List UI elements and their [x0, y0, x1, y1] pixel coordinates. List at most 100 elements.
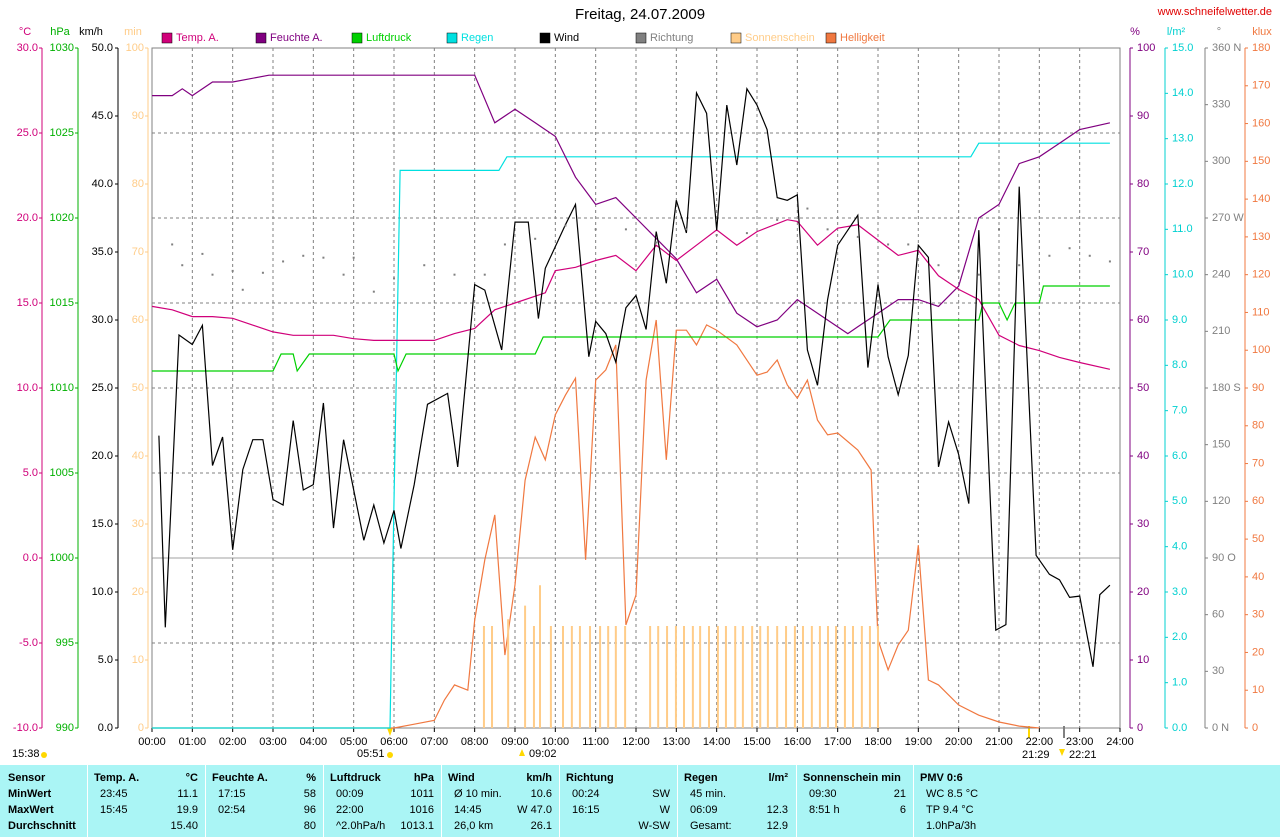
legend-label: Temp. A. — [176, 32, 219, 44]
direction-dot — [423, 264, 426, 267]
column-separator — [323, 765, 324, 837]
y-tick-label: 10 — [1252, 684, 1264, 696]
y-tick-label: 80 — [1252, 420, 1264, 432]
y-tick-label: 0.0 — [1172, 722, 1187, 734]
y-tick-label: 100 — [1252, 344, 1270, 356]
direction-dot — [302, 254, 305, 257]
y-tick-label: 10.0 — [17, 382, 38, 394]
y-tick-label: 1005 — [50, 467, 74, 479]
y-tick-label: 5.0 — [1172, 495, 1187, 507]
y-tick-label: 0 — [138, 722, 144, 734]
y-tick-label: 20 — [1137, 586, 1149, 598]
direction-dot — [907, 243, 910, 246]
direction-dot — [715, 234, 718, 236]
y-tick-label: 35.0 — [92, 246, 113, 258]
x-tick-label: 09:00 — [501, 736, 529, 748]
y-tick-label: 15.0 — [92, 518, 113, 530]
direction-dot — [534, 237, 537, 240]
y-tick-label: 40 — [132, 450, 144, 462]
direction-dot — [453, 273, 456, 276]
y-tick-label: 1030 — [50, 42, 74, 54]
y-tick-label: 15.0 — [1172, 42, 1193, 54]
x-tick-label: 15:00 — [743, 736, 771, 748]
x-tick-label: 23:00 — [1066, 736, 1094, 748]
y-tick-label: 30.0 — [17, 42, 38, 54]
y-tick-label: -10.0 — [13, 722, 38, 734]
direction-dot — [655, 241, 658, 244]
table-cell: Luftdruck — [330, 772, 381, 784]
direction-dot — [241, 288, 244, 291]
y-tick-label: 9.0 — [1172, 314, 1187, 326]
direction-dot — [352, 256, 355, 259]
table-cell: 21 — [893, 788, 906, 800]
column-separator — [441, 765, 442, 837]
legend-label: Wind — [554, 32, 579, 44]
y-tick-label: 13.0 — [1172, 133, 1193, 145]
y-tick-label: 30.0 — [92, 314, 113, 326]
axis-unit: % — [1130, 26, 1140, 38]
y-tick-label: 1010 — [50, 382, 74, 394]
legend-label: Richtung — [650, 32, 693, 44]
y-tick-label: 0 — [1252, 722, 1258, 734]
y-tick-label: 120 — [1252, 269, 1270, 281]
table-cell: 11.1 — [177, 788, 198, 800]
table-cell: 8:51 h — [809, 804, 840, 816]
x-tick-label: 22:00 — [1026, 736, 1054, 748]
direction-dot — [211, 273, 214, 276]
axis-unit: °C — [19, 26, 31, 38]
chart: Freitag, 24.07.2009 www.schneifelwetter.… — [12, 6, 1272, 761]
table-cell: W — [659, 804, 670, 816]
axis-unit: ° — [1217, 26, 1221, 38]
y-tick-label: 70 — [1137, 246, 1149, 258]
direction-dot — [261, 271, 264, 274]
legend-swatch — [161, 32, 173, 44]
legend-swatch — [255, 32, 267, 44]
y-tick-label: 1000 — [50, 552, 74, 564]
y-tick-label: 270 W — [1212, 212, 1244, 224]
y-tick-label: 60 — [132, 314, 144, 326]
table-cell: W 47.0 — [517, 804, 552, 816]
y-tick-label: 90 — [1252, 382, 1264, 394]
y-tick-label: 30 — [1252, 609, 1264, 621]
y-tick-label: 6.0 — [1172, 450, 1187, 462]
legend-label: Feuchte A. — [270, 32, 323, 44]
y-tick-label: 160 — [1252, 117, 1270, 129]
legend-swatch — [730, 32, 742, 44]
legend-label: Helligkeit — [840, 32, 885, 44]
y-tick-label: 30 — [1137, 518, 1149, 530]
time-annotation: 22:21 — [1069, 749, 1097, 761]
y-tick-label: 240 — [1212, 269, 1230, 281]
table-cell: 45 min. — [690, 788, 727, 800]
y-tick-label: 60 — [1137, 314, 1149, 326]
table-cell: % — [306, 772, 316, 784]
y-tick-label: 11.0 — [1172, 223, 1193, 235]
y-tick-label: 7.0 — [1172, 405, 1187, 417]
y-tick-label: 100 — [126, 42, 144, 54]
table-cell: 23:45 — [100, 788, 128, 800]
time-annotation: 21:29 — [1022, 749, 1050, 761]
table-cell: 1013.1 — [400, 820, 434, 832]
direction-dot — [745, 232, 748, 235]
direction-dot — [503, 243, 506, 246]
table-cell: Feuchte A. — [212, 772, 268, 784]
y-tick-label: 50 — [132, 382, 144, 394]
y-tick-label: -5.0 — [19, 637, 38, 649]
axis-unit: min — [124, 26, 142, 38]
y-tick-label: 1015 — [50, 297, 74, 309]
direction-dot — [937, 264, 940, 267]
series-line — [152, 142, 1110, 729]
y-tick-label: 1020 — [50, 212, 74, 224]
table-cell: 02:54 — [218, 804, 246, 816]
y-tick-label: 20 — [1252, 646, 1264, 658]
table-cell: 09:30 — [809, 788, 837, 800]
y-tick-label: 45.0 — [92, 110, 113, 122]
y-tick-label: 360 N — [1212, 42, 1241, 54]
y-tick-label: 30 — [132, 518, 144, 530]
y-tick-label: 40 — [1137, 450, 1149, 462]
y-tick-label: 1025 — [50, 127, 74, 139]
table-cell: 96 — [303, 804, 316, 816]
y-tick-label: 10.0 — [1172, 269, 1193, 281]
x-tick-label: 06:00 — [380, 736, 408, 748]
series-line — [151, 219, 1111, 370]
table-cell: 12.9 — [766, 820, 788, 832]
